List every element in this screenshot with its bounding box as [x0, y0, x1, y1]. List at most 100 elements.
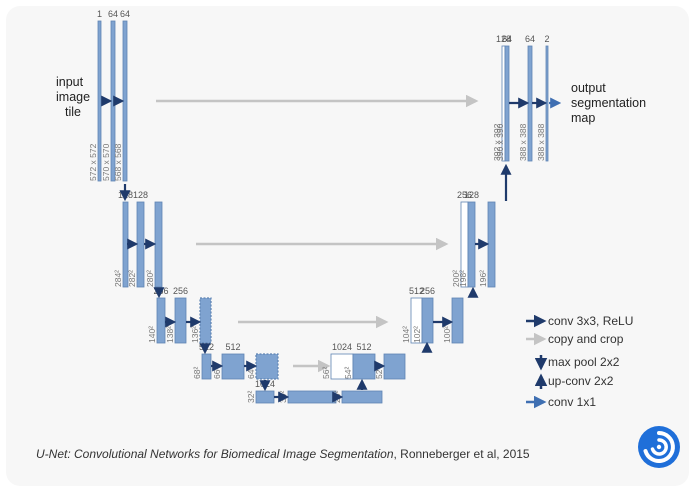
legend-label: copy and crop: [548, 332, 624, 346]
size-label: 56²: [321, 367, 331, 379]
size-label: 568 x 568: [113, 143, 123, 181]
channel-label: 2: [544, 34, 549, 44]
feature-map-r4b: 512 54²: [343, 342, 376, 380]
channel-label: 256: [457, 190, 472, 200]
feature-map-rect: [174, 297, 187, 344]
feature-map-rect: [383, 353, 406, 380]
size-label: 570 x 570: [101, 143, 111, 181]
feature-map-r3c: 100²: [442, 297, 464, 344]
channel-label: 256: [153, 286, 168, 296]
size-label: 390 x 390: [495, 123, 505, 161]
feature-map-rect: [527, 45, 533, 162]
channel-label: 1: [97, 9, 102, 19]
size-label: 100²: [442, 326, 452, 343]
size-label: 196²: [478, 270, 488, 287]
size-label: 52²: [374, 367, 384, 379]
channel-label: 128: [496, 34, 511, 44]
feature-map-r1d: 2 388 x 388: [536, 34, 550, 162]
output-label-1: output: [571, 81, 606, 95]
legend-label: conv 1x1: [548, 395, 596, 409]
size-label: 138²: [165, 326, 175, 343]
channel-label: 64: [502, 34, 512, 44]
channel-label: 512: [199, 342, 214, 352]
channel-label: 64: [525, 34, 535, 44]
channel-label: 128: [464, 190, 479, 200]
channel-label: 64: [120, 9, 130, 19]
size-label: 392 x 392: [492, 123, 502, 161]
feature-map-l3c: 136²: [190, 297, 212, 344]
legend: conv 3x3, ReLU copy and crop max pool 2x…: [526, 314, 633, 409]
size-label: 140²: [147, 326, 157, 343]
size-label: 66²: [212, 367, 222, 379]
legend-item-conv: conv 3x3, ReLU: [526, 314, 633, 328]
legend-item-pool: max pool 2x2: [534, 355, 620, 371]
caption-credit: , Ronneberger et al, 2015: [393, 447, 530, 461]
size-label: 104²: [401, 326, 411, 343]
feature-map-rect: [201, 353, 212, 380]
size-label: 136²: [190, 326, 200, 343]
feature-maps: 1 572 x 572 64 570 x 570 64 568 x 568 128 284² 1…: [88, 9, 550, 404]
feature-map-rect: [156, 297, 166, 344]
feature-map-r1c: 64 388 x 388: [518, 34, 535, 162]
legend-item-copy: copy and crop: [526, 332, 624, 346]
size-label: 102²: [412, 326, 422, 343]
size-label: 388 x 388: [518, 123, 528, 161]
size-label: 284²: [113, 270, 123, 287]
feature-map-l1a: 1 572 x 572: [88, 9, 102, 182]
size-label: 32²: [246, 391, 256, 403]
channel-label: 64: [108, 9, 118, 19]
unet-diagram: 1 572 x 572 64 570 x 570 64 568 x 568 128 284² 1…: [56, 9, 646, 409]
feature-map-rect: [341, 390, 383, 404]
size-label: 572 x 572: [88, 143, 98, 181]
feature-map-rect: [154, 201, 163, 288]
size-label: 280²: [145, 270, 155, 287]
figure-card: 1 572 x 572 64 570 x 570 64 568 x 568 128 284² 1…: [6, 6, 689, 486]
feature-map-l4b: 512 66²: [212, 342, 245, 380]
channel-label: 256: [420, 286, 435, 296]
figure-caption: U-Net: Convolutional Networks for Biomed…: [36, 447, 530, 461]
channel-label: 512: [409, 286, 424, 296]
size-label: 54²: [343, 367, 353, 379]
operation-arrows: [101, 95, 562, 403]
output-label-3: map: [571, 111, 595, 125]
input-label-3: tile: [65, 105, 81, 119]
feature-map-r4c: 52²: [374, 353, 406, 380]
size-label: 64²: [246, 367, 256, 379]
input-label-1: input: [56, 75, 84, 89]
feature-map-rect: [199, 297, 212, 344]
size-label: 68²: [192, 367, 202, 379]
feature-map-rect: [136, 201, 145, 288]
size-label: 282²: [127, 270, 137, 287]
feature-map-rect: [545, 45, 549, 162]
feature-map-rect: [287, 390, 337, 404]
channel-label: 256: [173, 286, 188, 296]
feature-map-l4a: 512 68²: [192, 342, 214, 380]
feature-map-l5a: 102432²: [246, 379, 275, 404]
size-label: 388 x 388: [536, 123, 546, 161]
legend-label: max pool 2x2: [548, 355, 620, 369]
feature-map-rect: [467, 201, 476, 288]
feature-map-l1c: 64 568 x 568: [113, 9, 130, 182]
feature-map-rect: [122, 20, 128, 182]
channel-label: 1024: [332, 342, 352, 352]
feature-map-rect: [255, 390, 275, 404]
feature-map-rect: [255, 353, 279, 380]
input-label-2: image: [56, 90, 90, 104]
feature-map-rect: [487, 201, 496, 288]
size-label: 200²: [451, 270, 461, 287]
channel-label: 128: [133, 190, 148, 200]
legend-label: conv 3x3, ReLU: [548, 314, 633, 328]
feature-map-rect: [97, 20, 102, 182]
feature-map-rect: [504, 45, 510, 162]
spiral-logo-icon: [638, 426, 680, 468]
output-label-2: segmentation: [571, 96, 646, 110]
feature-map-rect: [451, 297, 464, 344]
legend-label: up-conv 2x2: [548, 374, 614, 388]
legend-item-conv1x1: conv 1x1: [526, 395, 596, 409]
size-label: 198²: [458, 270, 468, 287]
feature-map-rect: [421, 297, 434, 344]
feature-map-rect: [221, 353, 245, 380]
legend-item-upconv: up-conv 2x2: [534, 373, 614, 389]
caption-title: U-Net: Convolutional Networks for Biomed…: [36, 447, 394, 461]
feature-map-rect: [352, 353, 376, 380]
